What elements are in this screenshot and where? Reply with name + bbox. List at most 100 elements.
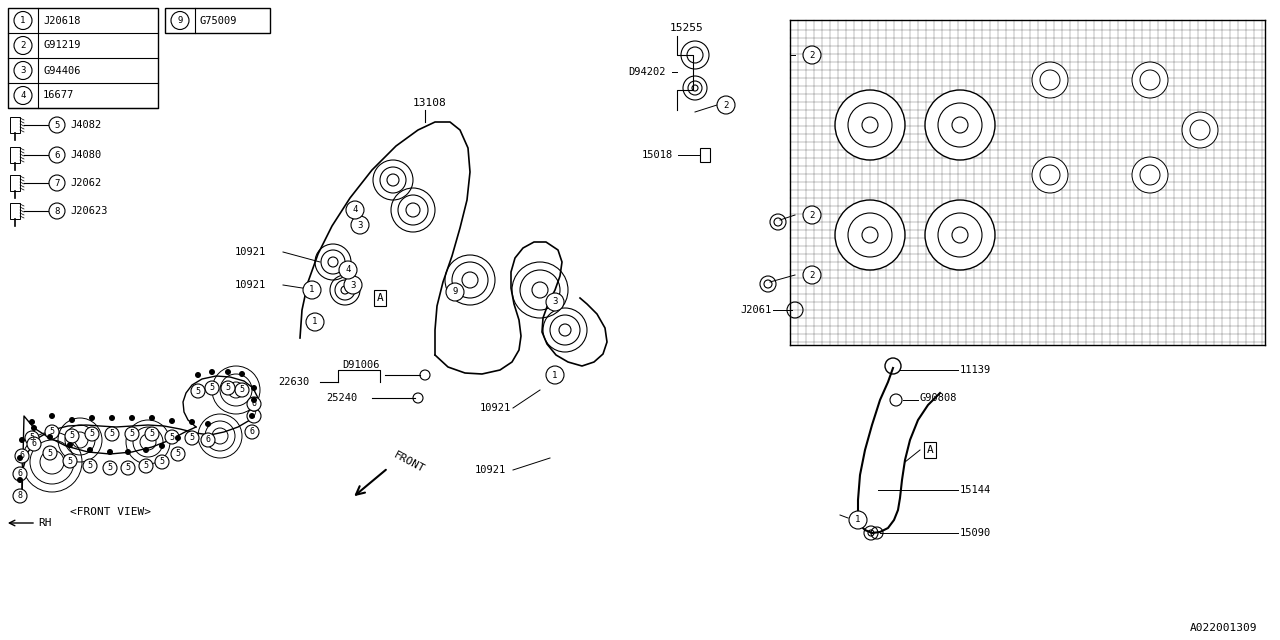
Circle shape bbox=[165, 430, 179, 444]
Circle shape bbox=[189, 419, 195, 425]
Circle shape bbox=[125, 427, 140, 441]
Circle shape bbox=[346, 201, 364, 219]
Text: 5: 5 bbox=[196, 387, 201, 396]
Circle shape bbox=[122, 461, 134, 475]
Circle shape bbox=[344, 276, 362, 294]
Text: FRONT: FRONT bbox=[392, 450, 426, 474]
Circle shape bbox=[209, 369, 215, 375]
Text: 6: 6 bbox=[54, 150, 60, 159]
Text: 5: 5 bbox=[87, 461, 92, 470]
Circle shape bbox=[952, 117, 968, 133]
Text: 3: 3 bbox=[20, 66, 26, 75]
Circle shape bbox=[1181, 112, 1219, 148]
Text: 1: 1 bbox=[552, 371, 558, 380]
Circle shape bbox=[849, 213, 892, 257]
Circle shape bbox=[145, 427, 159, 441]
Circle shape bbox=[303, 281, 321, 299]
Circle shape bbox=[201, 433, 215, 447]
Circle shape bbox=[148, 415, 155, 421]
Text: 3: 3 bbox=[357, 221, 362, 230]
Text: 9: 9 bbox=[452, 287, 458, 296]
Text: 25240: 25240 bbox=[326, 393, 357, 403]
Text: 3: 3 bbox=[552, 298, 558, 307]
Circle shape bbox=[13, 489, 27, 503]
Text: 10921: 10921 bbox=[475, 465, 507, 475]
Text: 5: 5 bbox=[50, 428, 55, 436]
Text: <FRONT VIEW>: <FRONT VIEW> bbox=[70, 507, 151, 517]
Text: 15144: 15144 bbox=[960, 485, 991, 495]
Text: 5: 5 bbox=[110, 429, 114, 438]
Circle shape bbox=[155, 455, 169, 469]
Circle shape bbox=[186, 431, 198, 445]
Circle shape bbox=[140, 459, 154, 473]
Text: 4: 4 bbox=[20, 91, 26, 100]
Text: J4082: J4082 bbox=[70, 120, 101, 130]
Text: 15255: 15255 bbox=[669, 23, 704, 33]
Text: 6: 6 bbox=[19, 451, 24, 461]
Text: 2: 2 bbox=[20, 41, 26, 50]
Circle shape bbox=[244, 425, 259, 439]
Circle shape bbox=[143, 447, 148, 453]
Text: J20623: J20623 bbox=[70, 206, 108, 216]
Circle shape bbox=[105, 427, 119, 441]
Circle shape bbox=[1039, 165, 1060, 185]
Text: 6: 6 bbox=[251, 399, 256, 408]
Circle shape bbox=[14, 36, 32, 54]
Circle shape bbox=[14, 12, 32, 29]
Text: 2: 2 bbox=[809, 211, 814, 220]
Circle shape bbox=[938, 103, 982, 147]
Text: 13108: 13108 bbox=[413, 98, 447, 108]
Circle shape bbox=[14, 86, 32, 104]
Circle shape bbox=[13, 467, 27, 481]
Bar bbox=[165, 8, 270, 33]
Circle shape bbox=[835, 90, 905, 160]
Text: 1: 1 bbox=[310, 285, 315, 294]
Text: 5: 5 bbox=[225, 383, 230, 392]
Circle shape bbox=[67, 442, 73, 448]
Circle shape bbox=[849, 511, 867, 529]
Text: D91006: D91006 bbox=[342, 360, 379, 370]
Text: 5: 5 bbox=[143, 461, 148, 470]
Circle shape bbox=[17, 477, 23, 483]
Text: 5: 5 bbox=[210, 383, 215, 392]
Circle shape bbox=[250, 413, 255, 419]
Circle shape bbox=[159, 443, 165, 449]
Circle shape bbox=[49, 147, 65, 163]
Text: 5: 5 bbox=[160, 458, 165, 467]
Text: 5: 5 bbox=[54, 120, 60, 129]
Circle shape bbox=[14, 61, 32, 79]
Text: 22630: 22630 bbox=[278, 377, 310, 387]
Text: 15090: 15090 bbox=[960, 528, 991, 538]
Text: 16677: 16677 bbox=[44, 90, 74, 100]
Text: 5: 5 bbox=[169, 433, 174, 442]
Text: 8: 8 bbox=[18, 492, 23, 500]
Text: 5: 5 bbox=[47, 449, 52, 458]
Circle shape bbox=[47, 434, 52, 440]
Circle shape bbox=[803, 206, 820, 224]
Circle shape bbox=[1140, 165, 1160, 185]
Circle shape bbox=[90, 415, 95, 421]
Text: 5: 5 bbox=[90, 429, 95, 438]
Text: 1: 1 bbox=[20, 16, 26, 25]
Text: 10921: 10921 bbox=[236, 247, 266, 257]
Circle shape bbox=[129, 415, 134, 421]
Circle shape bbox=[1190, 120, 1210, 140]
Text: 5: 5 bbox=[175, 449, 180, 458]
Circle shape bbox=[87, 447, 93, 453]
Circle shape bbox=[339, 261, 357, 279]
Text: 6: 6 bbox=[18, 470, 23, 479]
Text: 8: 8 bbox=[54, 207, 60, 216]
Circle shape bbox=[45, 425, 59, 439]
Text: 5: 5 bbox=[125, 463, 131, 472]
Circle shape bbox=[251, 397, 257, 403]
Circle shape bbox=[938, 213, 982, 257]
Text: 5: 5 bbox=[129, 429, 134, 438]
Circle shape bbox=[84, 427, 99, 441]
Text: 10921: 10921 bbox=[480, 403, 511, 413]
Circle shape bbox=[29, 419, 35, 425]
Circle shape bbox=[861, 227, 878, 243]
Circle shape bbox=[547, 366, 564, 384]
Circle shape bbox=[172, 447, 186, 461]
Text: 3: 3 bbox=[351, 280, 356, 289]
Text: 4: 4 bbox=[352, 205, 357, 214]
